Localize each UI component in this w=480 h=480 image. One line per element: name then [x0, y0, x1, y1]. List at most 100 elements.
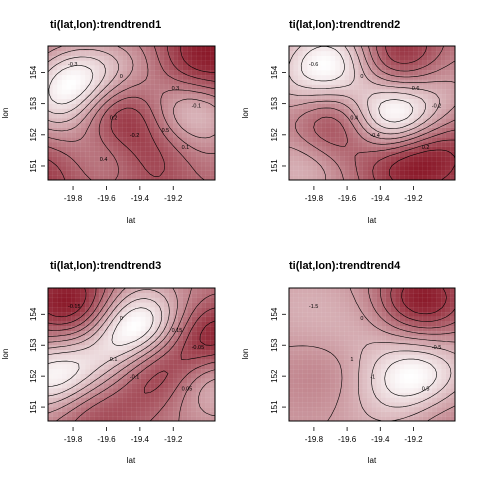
- heatmap-cell: [340, 412, 345, 417]
- heatmap-cell: [289, 345, 294, 350]
- heatmap-cell: [132, 127, 137, 132]
- heatmap-cell: [409, 364, 414, 369]
- heatmap-cell: [441, 331, 446, 336]
- heatmap-cell: [169, 51, 174, 56]
- heatmap-cell: [62, 103, 67, 108]
- heatmap-cell: [127, 156, 132, 161]
- heatmap-cell: [367, 288, 372, 293]
- heatmap-cell: [381, 127, 386, 132]
- heatmap-cell: [303, 156, 308, 161]
- heatmap-cell: [113, 89, 118, 94]
- heatmap-cell: [312, 393, 317, 398]
- heatmap-cell: [354, 402, 359, 407]
- heatmap-cell: [136, 156, 141, 161]
- heatmap-cell: [418, 161, 423, 166]
- heatmap-cell: [414, 166, 419, 171]
- heatmap-cell: [294, 331, 299, 336]
- heatmap-cell: [122, 378, 127, 383]
- heatmap-cell: [446, 336, 451, 341]
- heatmap-cell: [192, 113, 197, 118]
- heatmap-cell: [326, 359, 331, 364]
- contour-label: 0.2: [422, 145, 430, 151]
- heatmap-cell: [446, 132, 451, 137]
- heatmap-cell: [196, 118, 201, 123]
- heatmap-cell: [80, 364, 85, 369]
- heatmap-cell: [104, 56, 109, 61]
- heatmap-cell: [136, 170, 141, 175]
- heatmap-cell: [136, 51, 141, 56]
- heatmap-cell: [400, 383, 405, 388]
- heatmap-cell: [349, 407, 354, 412]
- contour-label: 1: [350, 357, 353, 363]
- heatmap-cell: [404, 298, 409, 303]
- heatmap-cell: [298, 407, 303, 412]
- heatmap-cell: [164, 46, 169, 51]
- heatmap-cell: [404, 383, 409, 388]
- heatmap-cell: [169, 170, 174, 175]
- heatmap-cell: [108, 345, 113, 350]
- heatmap-cell: [335, 407, 340, 412]
- heatmap-cell: [358, 80, 363, 85]
- heatmap-cell: [427, 369, 432, 374]
- heatmap-cell: [298, 397, 303, 402]
- heatmap-cell: [400, 103, 405, 108]
- heatmap-cell: [122, 402, 127, 407]
- heatmap-cell: [400, 293, 405, 298]
- heatmap-cell: [390, 127, 395, 132]
- heatmap-cell: [99, 147, 104, 152]
- heatmap-cell: [390, 103, 395, 108]
- heatmap-cell: [344, 288, 349, 293]
- heatmap-cell: [331, 89, 336, 94]
- heatmap-cell: [418, 113, 423, 118]
- heatmap-cell: [307, 407, 312, 412]
- heatmap-cell: [344, 298, 349, 303]
- heatmap-cell: [85, 369, 90, 374]
- heatmap-cell: [155, 402, 160, 407]
- heatmap-cell: [404, 288, 409, 293]
- heatmap-cell: [395, 75, 400, 80]
- heatmap-cell: [303, 302, 308, 307]
- contour-label: 0.2: [110, 116, 118, 122]
- heatmap-cell: [326, 397, 331, 402]
- heatmap-cell: [372, 298, 377, 303]
- heatmap-cell: [363, 326, 368, 331]
- heatmap-cell: [335, 56, 340, 61]
- heatmap-cell: [386, 137, 391, 142]
- heatmap-cell: [317, 393, 322, 398]
- heatmap-cell: [312, 412, 317, 417]
- heatmap-cell: [80, 312, 85, 317]
- heatmap-cell: [354, 397, 359, 402]
- heatmap-cell: [321, 412, 326, 417]
- heatmap-cell: [321, 383, 326, 388]
- heatmap-cell: [381, 147, 386, 152]
- heatmap-cell: [321, 108, 326, 113]
- heatmap-cell: [326, 298, 331, 303]
- heatmap-cell: [395, 388, 400, 393]
- heatmap-cell: [150, 317, 155, 322]
- heatmap-cell: [395, 364, 400, 369]
- heatmap-cell: [367, 397, 372, 402]
- heatmap-cell: [62, 307, 67, 312]
- heatmap-cell: [57, 298, 62, 303]
- heatmap-cell: [113, 56, 118, 61]
- heatmap-cell: [187, 56, 192, 61]
- heatmap-cell: [71, 350, 76, 355]
- heatmap-cell: [390, 345, 395, 350]
- heatmap-cell: [390, 132, 395, 137]
- heatmap-cell: [159, 166, 164, 171]
- heatmap-cell: [326, 127, 331, 132]
- heatmap-cell: [206, 298, 211, 303]
- heatmap-cell: [294, 412, 299, 417]
- heatmap-cell: [178, 307, 183, 312]
- heatmap-cell: [71, 170, 76, 175]
- heatmap-cell: [187, 359, 192, 364]
- heatmap-cell: [386, 108, 391, 113]
- heatmap-cell: [62, 46, 67, 51]
- heatmap-cell: [418, 108, 423, 113]
- heatmap-cell: [289, 132, 294, 137]
- heatmap-cell: [335, 388, 340, 393]
- heatmap-cell: [71, 113, 76, 118]
- heatmap-cell: [169, 374, 174, 379]
- heatmap-cell: [344, 355, 349, 360]
- heatmap-cell: [85, 393, 90, 398]
